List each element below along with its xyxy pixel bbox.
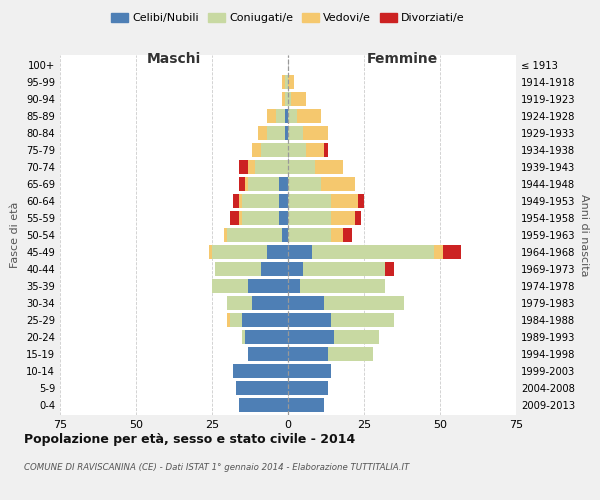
- Bar: [242, 211, 279, 225]
- Bar: [257, 126, 267, 140]
- Bar: [288, 381, 328, 395]
- Bar: [343, 228, 352, 242]
- Bar: [227, 313, 230, 327]
- Bar: [248, 347, 288, 361]
- Bar: [385, 262, 394, 276]
- Y-axis label: Anni di nascita: Anni di nascita: [579, 194, 589, 276]
- Bar: [331, 211, 355, 225]
- Bar: [300, 279, 385, 293]
- Bar: [239, 194, 242, 208]
- Bar: [282, 92, 285, 106]
- Bar: [303, 262, 385, 276]
- Bar: [285, 109, 288, 123]
- Bar: [279, 211, 288, 225]
- Bar: [288, 364, 331, 378]
- Bar: [248, 177, 279, 191]
- Bar: [288, 279, 300, 293]
- Bar: [242, 313, 288, 327]
- Bar: [248, 160, 254, 174]
- Bar: [322, 177, 355, 191]
- Bar: [306, 143, 325, 157]
- Bar: [443, 245, 461, 259]
- Bar: [248, 279, 288, 293]
- Bar: [236, 381, 288, 395]
- Bar: [288, 126, 303, 140]
- Text: Popolazione per età, sesso e stato civile - 2014: Popolazione per età, sesso e stato civil…: [24, 432, 355, 446]
- Bar: [251, 296, 288, 310]
- Bar: [288, 313, 331, 327]
- Bar: [303, 126, 328, 140]
- Bar: [209, 245, 212, 259]
- Bar: [288, 330, 334, 344]
- Bar: [325, 296, 404, 310]
- Bar: [288, 211, 331, 225]
- Bar: [279, 194, 288, 208]
- Bar: [254, 160, 288, 174]
- Y-axis label: Fasce di età: Fasce di età: [10, 202, 20, 268]
- Bar: [285, 75, 288, 89]
- Bar: [230, 313, 242, 327]
- Bar: [285, 92, 288, 106]
- Bar: [328, 347, 373, 361]
- Bar: [331, 313, 394, 327]
- Bar: [288, 160, 316, 174]
- Bar: [224, 228, 227, 242]
- Bar: [227, 228, 282, 242]
- Bar: [267, 245, 288, 259]
- Bar: [288, 228, 331, 242]
- Bar: [245, 330, 288, 344]
- Bar: [239, 160, 248, 174]
- Text: Maschi: Maschi: [147, 52, 201, 66]
- Bar: [245, 177, 248, 191]
- Bar: [267, 109, 276, 123]
- Text: Femmine: Femmine: [367, 52, 437, 66]
- Bar: [358, 194, 364, 208]
- Bar: [288, 262, 303, 276]
- Bar: [288, 75, 294, 89]
- Bar: [260, 262, 288, 276]
- Bar: [313, 245, 434, 259]
- Bar: [276, 109, 285, 123]
- Bar: [288, 398, 325, 412]
- Bar: [215, 262, 260, 276]
- Bar: [288, 347, 328, 361]
- Bar: [288, 92, 291, 106]
- Bar: [316, 160, 343, 174]
- Bar: [233, 194, 239, 208]
- Bar: [212, 245, 267, 259]
- Legend: Celibi/Nubili, Coniugati/e, Vedovi/e, Divorziati/e: Celibi/Nubili, Coniugati/e, Vedovi/e, Di…: [107, 8, 469, 28]
- Bar: [212, 279, 248, 293]
- Bar: [242, 330, 245, 344]
- Bar: [291, 92, 306, 106]
- Bar: [233, 364, 288, 378]
- Bar: [288, 245, 313, 259]
- Bar: [288, 296, 325, 310]
- Bar: [325, 143, 328, 157]
- Bar: [288, 109, 297, 123]
- Bar: [230, 211, 239, 225]
- Bar: [288, 177, 322, 191]
- Bar: [227, 296, 251, 310]
- Bar: [279, 177, 288, 191]
- Bar: [288, 194, 331, 208]
- Bar: [434, 245, 443, 259]
- Bar: [331, 194, 358, 208]
- Bar: [260, 143, 288, 157]
- Bar: [282, 228, 288, 242]
- Bar: [242, 194, 279, 208]
- Bar: [288, 143, 306, 157]
- Bar: [251, 143, 260, 157]
- Bar: [334, 330, 379, 344]
- Bar: [331, 228, 343, 242]
- Bar: [239, 211, 242, 225]
- Bar: [297, 109, 322, 123]
- Bar: [239, 177, 245, 191]
- Bar: [285, 126, 288, 140]
- Bar: [282, 75, 285, 89]
- Bar: [355, 211, 361, 225]
- Bar: [267, 126, 285, 140]
- Text: COMUNE DI RAVISCANINA (CE) - Dati ISTAT 1° gennaio 2014 - Elaborazione TUTTITALI: COMUNE DI RAVISCANINA (CE) - Dati ISTAT …: [24, 462, 409, 471]
- Bar: [239, 398, 288, 412]
